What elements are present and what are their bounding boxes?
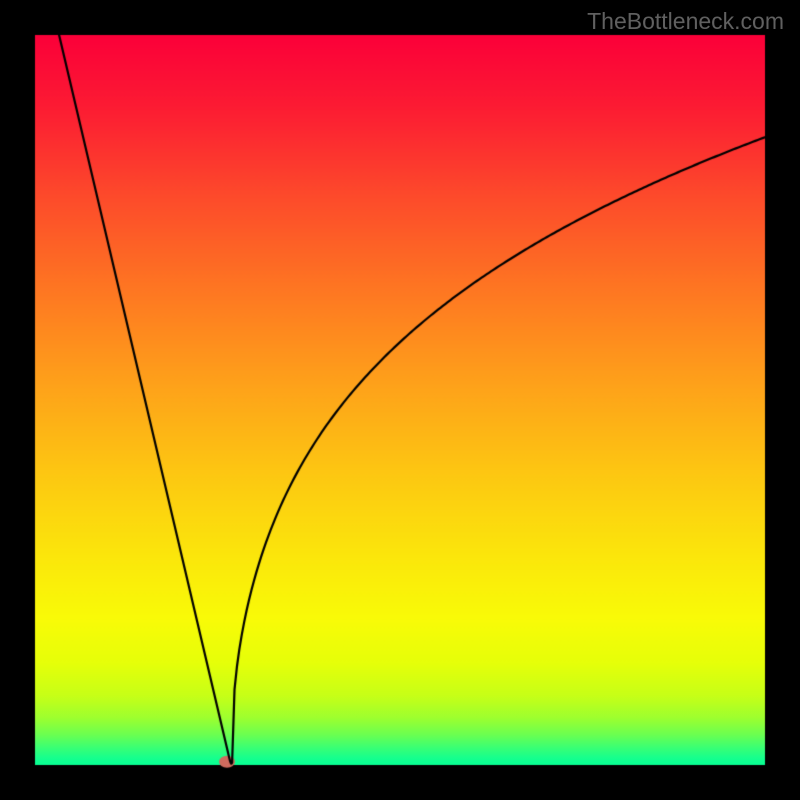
bottleneck-gradient-chart (0, 0, 800, 800)
